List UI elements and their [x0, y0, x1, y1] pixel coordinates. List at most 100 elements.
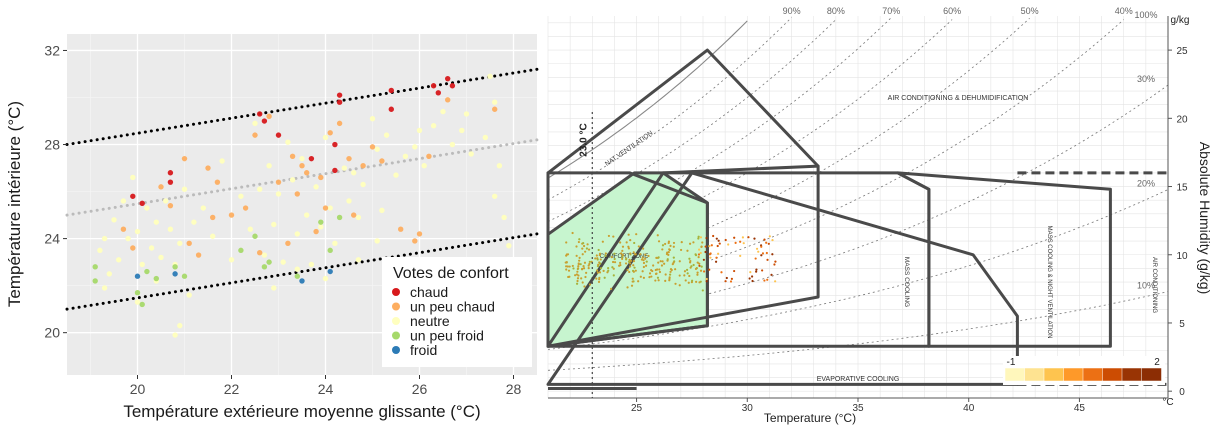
- data-point: [346, 198, 352, 204]
- data-point: [710, 244, 713, 247]
- data-point: [139, 261, 145, 268]
- colorbar-swatch: [1024, 367, 1045, 382]
- x-tick-label: 25: [631, 403, 643, 414]
- data-point: [379, 207, 385, 214]
- data-point: [575, 282, 579, 285]
- left-chart: 20 22 24 26 28 20 24 28 32 Température extérieu…: [5, 34, 539, 421]
- data-point: [568, 265, 571, 268]
- data-point: [576, 277, 580, 280]
- data-point: [332, 141, 338, 148]
- rh-curve: [547, 19, 837, 222]
- rh-curve: [547, 189, 1169, 350]
- data-point: [597, 280, 601, 284]
- left-x-axis-label: Température extérieure moyenne glissante…: [123, 402, 480, 421]
- data-point: [219, 158, 225, 164]
- data-point: [285, 240, 291, 247]
- y-tick-label: 0: [1179, 387, 1185, 398]
- data-point: [120, 226, 127, 232]
- data-point: [619, 261, 622, 264]
- data-point: [619, 264, 622, 267]
- data-point: [583, 285, 586, 288]
- x-tick-label: 24: [318, 381, 334, 397]
- data-point: [724, 238, 727, 242]
- legend-key: [392, 317, 400, 325]
- data-point: [641, 270, 644, 273]
- data-point: [733, 269, 736, 273]
- data-point: [238, 247, 244, 254]
- data-point: [583, 261, 587, 264]
- data-point: [612, 235, 615, 238]
- data-point: [642, 259, 645, 262]
- data-point: [668, 273, 672, 276]
- rh-label: 40%: [1115, 6, 1133, 16]
- data-point: [715, 237, 718, 240]
- data-point: [621, 257, 624, 260]
- data-point: [275, 191, 282, 197]
- y-tick-label: 28: [44, 137, 60, 153]
- data-point: [697, 237, 700, 240]
- data-point: [574, 274, 577, 277]
- data-point: [572, 267, 575, 270]
- data-point: [134, 289, 141, 296]
- data-point: [106, 271, 113, 277]
- data-point: [611, 266, 614, 269]
- data-point: [688, 242, 692, 245]
- y-tick-label: 32: [44, 42, 60, 58]
- data-point: [322, 275, 329, 282]
- rh-curve: [547, 18, 1030, 287]
- data-point: [416, 127, 423, 134]
- data-point: [120, 198, 127, 204]
- data-point: [587, 264, 590, 267]
- data-point: [766, 278, 769, 281]
- data-point: [578, 259, 581, 262]
- data-point: [612, 267, 615, 270]
- data-point: [717, 239, 720, 242]
- data-point: [134, 228, 141, 235]
- data-point: [585, 247, 589, 250]
- data-point: [760, 245, 763, 248]
- data-point: [753, 237, 756, 240]
- data-point: [684, 279, 687, 282]
- data-point: [657, 279, 660, 282]
- data-point: [686, 249, 689, 252]
- right-x-ticks: 25 30 35 40 45: [631, 398, 1085, 414]
- data-point: [210, 233, 216, 239]
- data-point: [285, 139, 291, 145]
- data-point: [501, 214, 507, 221]
- data-point: [757, 250, 760, 253]
- data-point: [709, 252, 712, 255]
- data-point: [294, 266, 300, 272]
- data-point: [130, 174, 136, 181]
- data-point: [688, 257, 691, 260]
- data-point: [360, 181, 366, 188]
- data-point: [625, 241, 628, 244]
- zone-label-mass-cooling-night: MASS COOLING & NIGHT VENTILATION: [1046, 226, 1052, 339]
- data-point: [708, 268, 711, 271]
- data-point: [275, 132, 282, 138]
- data-point: [177, 322, 183, 329]
- y-tick-label: 15: [1176, 183, 1188, 194]
- data-point: [332, 240, 338, 247]
- data-point: [637, 245, 640, 248]
- data-point: [318, 174, 324, 181]
- data-point: [360, 162, 366, 169]
- data-point: [709, 256, 712, 259]
- data-point: [426, 153, 432, 159]
- data-point: [607, 269, 610, 272]
- data-point: [492, 106, 498, 112]
- data-point: [705, 277, 708, 281]
- data-point: [698, 281, 701, 284]
- data-point: [252, 132, 258, 138]
- data-point: [92, 264, 98, 270]
- data-point: [596, 258, 599, 261]
- data-point: [656, 276, 660, 279]
- data-point: [588, 260, 591, 263]
- data-point: [611, 260, 615, 264]
- data-point: [304, 170, 310, 176]
- data-point: [631, 277, 634, 280]
- data-point: [571, 231, 574, 235]
- data-point: [692, 241, 695, 244]
- data-point: [388, 87, 394, 94]
- legend-label: chaud: [410, 284, 448, 300]
- rh-curve: [547, 20, 748, 179]
